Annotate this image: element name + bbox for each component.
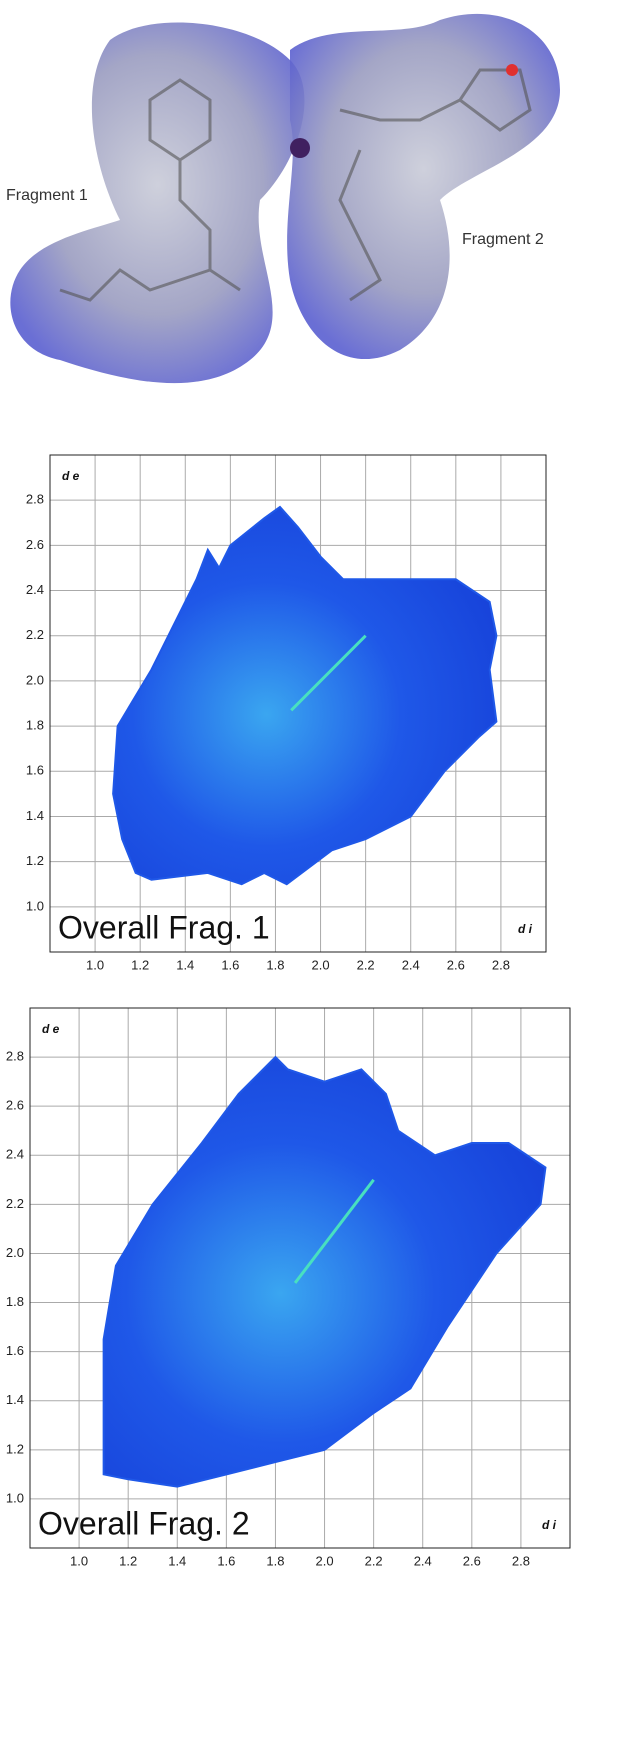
y-tick-label: 2.4: [26, 582, 44, 597]
y-axis-label: d e: [42, 1022, 60, 1036]
x-tick-label: 2.6: [463, 1553, 481, 1568]
x-tick-label: 2.4: [402, 957, 420, 972]
y-tick-label: 2.8: [26, 492, 44, 507]
x-tick-label: 2.2: [357, 957, 375, 972]
x-tick-label: 1.6: [217, 1553, 235, 1568]
atom: [290, 138, 310, 158]
y-tick-label: 2.2: [26, 627, 44, 642]
x-tick-label: 1.4: [176, 957, 194, 972]
surface-1: [10, 22, 305, 384]
surface-2: [287, 13, 560, 360]
y-tick-label: 1.4: [26, 808, 44, 823]
y-tick-label: 1.0: [26, 898, 44, 913]
plot-frame: [29, 1007, 571, 1549]
y-tick-label: 1.0: [6, 1490, 24, 1505]
x-tick-label: 1.2: [131, 957, 149, 972]
chart-title: Overall Frag. 1: [58, 909, 270, 945]
contact-spot: [506, 64, 518, 76]
fragment-label: Fragment 1: [6, 187, 88, 204]
x-tick-label: 1.6: [221, 957, 239, 972]
x-tick-label: 1.0: [70, 1553, 88, 1568]
y-tick-label: 2.6: [6, 1098, 24, 1113]
x-tick-label: 1.2: [119, 1553, 137, 1568]
x-tick-label: 1.0: [86, 957, 104, 972]
y-tick-label: 2.4: [6, 1147, 24, 1162]
density-region: [102, 1055, 547, 1488]
x-tick-label: 1.4: [168, 1553, 186, 1568]
chart-title: Overall Frag. 2: [38, 1505, 250, 1541]
molecule-bonds: [59, 68, 532, 302]
x-tick-label: 2.2: [365, 1553, 383, 1568]
y-tick-label: 2.0: [6, 1245, 24, 1260]
x-axis-label: d i: [518, 922, 533, 936]
molecular-surface: Fragment 1 Fragment 2: [6, 13, 560, 384]
y-axis-label: d e: [62, 469, 80, 483]
y-tick-label: 1.2: [26, 853, 44, 868]
y-tick-label: 2.2: [6, 1196, 24, 1211]
x-tick-label: 1.8: [266, 957, 284, 972]
fragment-label: Fragment 2: [462, 231, 544, 248]
x-axis-label: d i: [542, 1518, 557, 1532]
spike: [290, 634, 367, 712]
x-tick-label: 2.0: [316, 1553, 334, 1568]
x-tick-label: 2.6: [447, 957, 465, 972]
y-tick-label: 1.4: [6, 1392, 24, 1407]
x-tick-label: 2.8: [512, 1553, 530, 1568]
x-tick-label: 2.0: [312, 957, 330, 972]
spike: [293, 1178, 375, 1284]
y-tick-label: 1.6: [6, 1343, 24, 1358]
y-tick-label: 1.8: [6, 1294, 24, 1309]
x-tick-label: 2.4: [414, 1553, 432, 1568]
x-tick-label: 1.8: [266, 1553, 284, 1568]
y-tick-label: 1.2: [6, 1441, 24, 1456]
y-tick-label: 2.0: [26, 672, 44, 687]
y-tick-label: 2.6: [26, 537, 44, 552]
y-tick-label: 1.6: [26, 763, 44, 778]
y-tick-label: 1.8: [26, 718, 44, 733]
x-tick-label: 2.8: [492, 957, 510, 972]
y-tick-label: 2.8: [6, 1049, 24, 1064]
plot-frame: [49, 454, 547, 953]
